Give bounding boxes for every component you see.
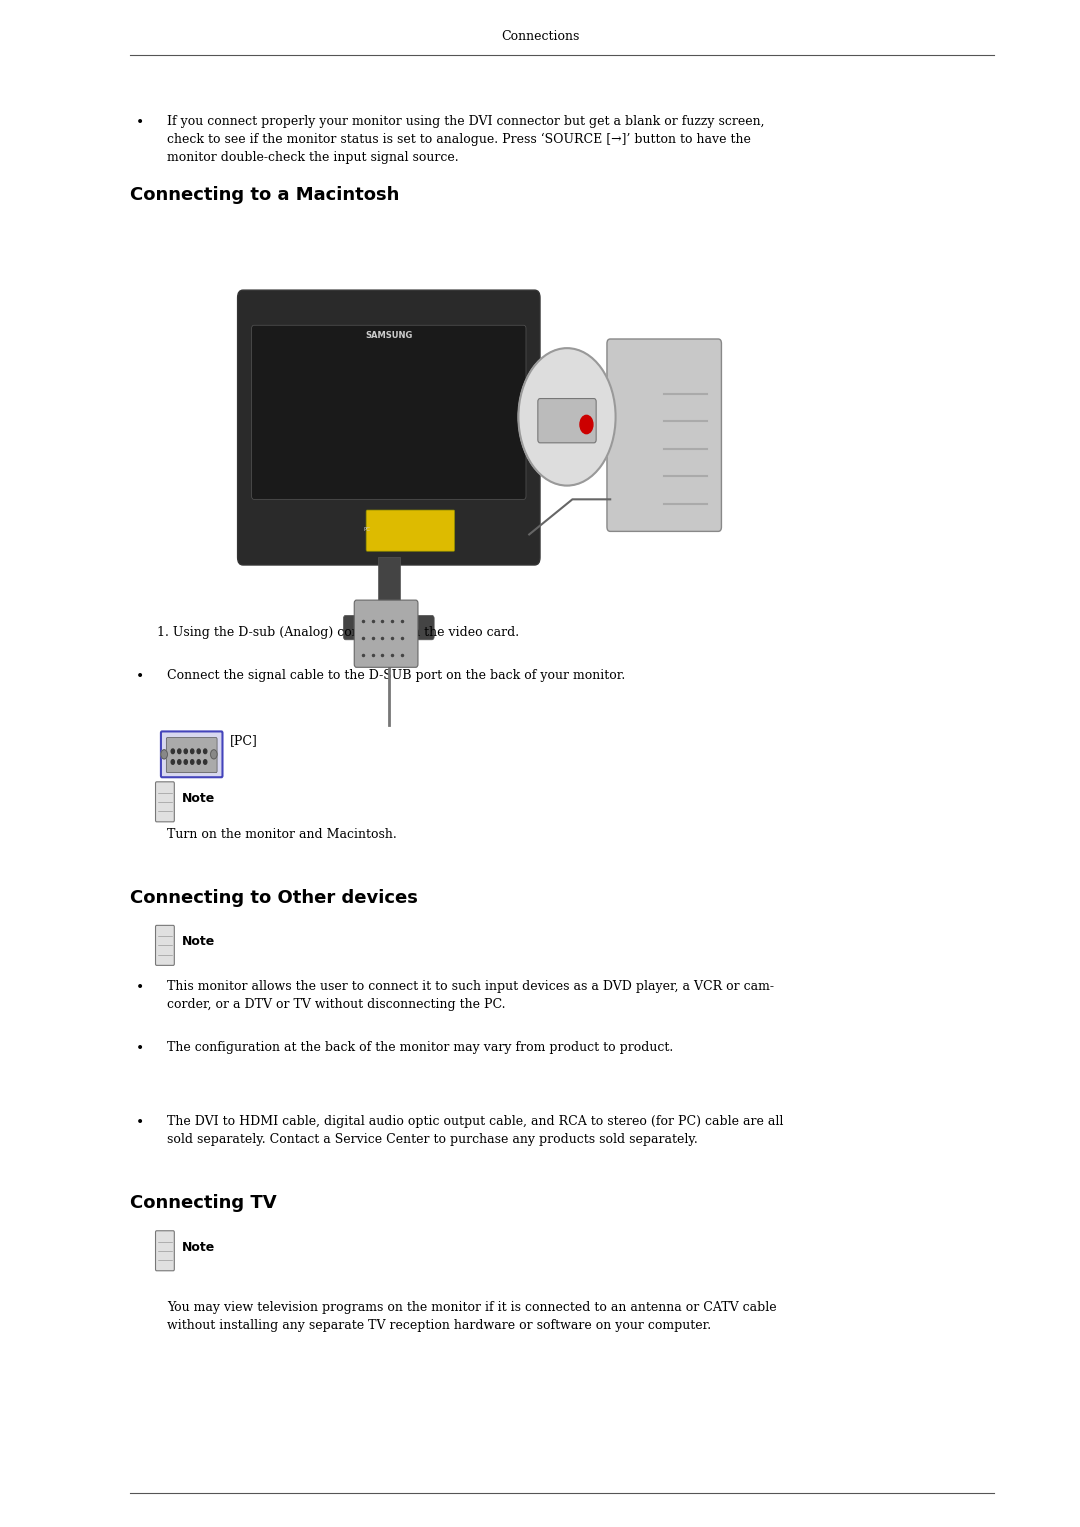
Text: The configuration at the back of the monitor may vary from product to product.: The configuration at the back of the mon… (167, 1041, 674, 1055)
Circle shape (518, 348, 616, 486)
Text: SAMSUNG: SAMSUNG (365, 331, 413, 341)
Circle shape (197, 759, 201, 764)
FancyBboxPatch shape (166, 738, 217, 773)
Circle shape (177, 750, 181, 753)
Text: The DVI to HDMI cable, digital audio optic output cable, and RCA to stereo (for : The DVI to HDMI cable, digital audio opt… (167, 1115, 784, 1145)
FancyBboxPatch shape (238, 290, 540, 565)
Text: PC: PC (364, 527, 370, 533)
Circle shape (203, 750, 207, 753)
Circle shape (171, 750, 175, 753)
Circle shape (161, 750, 167, 759)
FancyBboxPatch shape (607, 339, 721, 531)
Circle shape (184, 759, 188, 764)
FancyBboxPatch shape (366, 510, 455, 551)
FancyBboxPatch shape (156, 1231, 174, 1270)
Text: •: • (136, 980, 145, 994)
Bar (378, 557, 400, 618)
Circle shape (203, 759, 207, 764)
FancyBboxPatch shape (343, 615, 434, 640)
Text: Turn on the monitor and Macintosh.: Turn on the monitor and Macintosh. (167, 828, 397, 841)
Circle shape (190, 759, 194, 764)
FancyBboxPatch shape (156, 782, 174, 822)
Text: •: • (136, 669, 145, 683)
Circle shape (177, 759, 181, 764)
FancyBboxPatch shape (161, 731, 222, 777)
FancyBboxPatch shape (252, 325, 526, 499)
Text: Connecting TV: Connecting TV (130, 1194, 276, 1212)
Text: You may view television programs on the monitor if it is connected to an antenna: You may view television programs on the … (167, 1301, 777, 1332)
Text: [PC]: [PC] (230, 734, 258, 747)
FancyBboxPatch shape (538, 399, 596, 443)
Text: Note: Note (181, 1240, 215, 1254)
Text: Connecting to a Macintosh: Connecting to a Macintosh (130, 186, 399, 205)
Circle shape (211, 750, 217, 759)
Circle shape (580, 415, 593, 434)
Text: Connections: Connections (501, 29, 579, 43)
Text: •: • (136, 1115, 145, 1128)
Circle shape (190, 750, 194, 753)
Circle shape (171, 759, 175, 764)
Text: •: • (136, 1041, 145, 1055)
FancyBboxPatch shape (354, 600, 418, 667)
Circle shape (197, 750, 201, 753)
Text: If you connect properly your monitor using the DVI connector but get a blank or : If you connect properly your monitor usi… (167, 115, 765, 163)
Circle shape (184, 750, 188, 753)
Text: •: • (136, 115, 145, 128)
Text: Note: Note (181, 935, 215, 948)
Text: This monitor allows the user to connect it to such input devices as a DVD player: This monitor allows the user to connect … (167, 980, 774, 1011)
Text: Connect the signal cable to the D-SUB port on the back of your monitor.: Connect the signal cable to the D-SUB po… (167, 669, 625, 683)
Text: 1. Using the D-sub (Analog) connector on the video card.: 1. Using the D-sub (Analog) connector on… (157, 626, 518, 640)
Text: Connecting to Other devices: Connecting to Other devices (130, 889, 418, 907)
FancyBboxPatch shape (156, 925, 174, 965)
Text: Note: Note (181, 791, 215, 805)
